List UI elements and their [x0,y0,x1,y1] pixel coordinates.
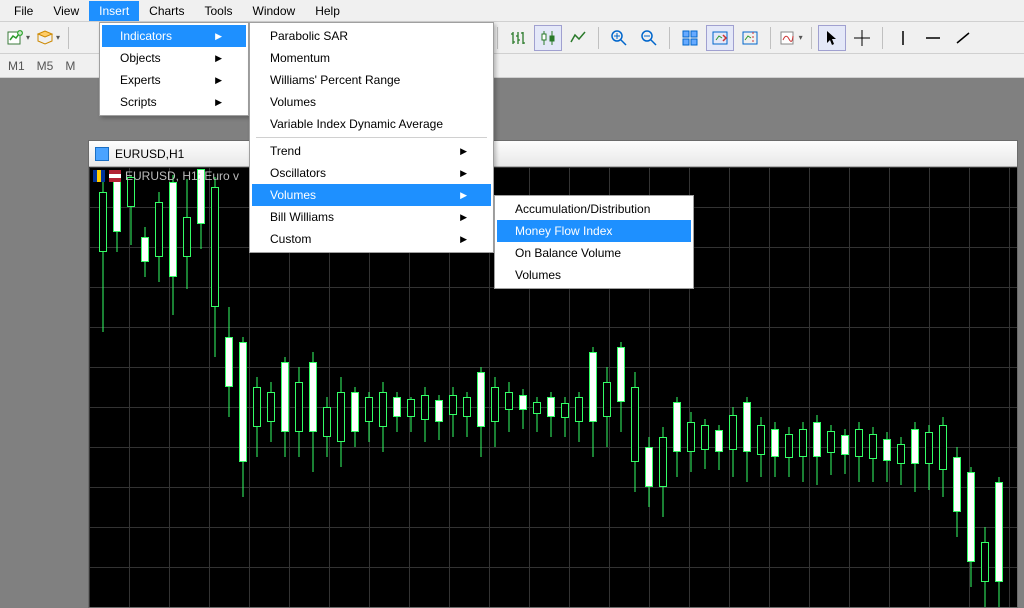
menu-charts[interactable]: Charts [139,1,194,21]
submenu-arrow-icon: ▶ [215,97,222,108]
cursor-button[interactable] [818,25,846,51]
menu-item-scripts[interactable]: Scripts▶ [102,91,246,113]
menu-item-oscillators[interactable]: Oscillators▶ [252,162,491,184]
menu-item-accumulation-distribution[interactable]: Accumulation/Distribution [497,198,691,220]
menu-file[interactable]: File [4,1,43,21]
flag-icon [109,170,121,182]
submenu-arrow-icon: ▶ [460,146,467,157]
menu-item-bill-williams[interactable]: Bill Williams▶ [252,206,491,228]
timeframe-m1[interactable]: M1 [8,59,25,73]
menubar: FileViewInsertChartsToolsWindowHelp [0,0,1024,22]
toolbar-separator [598,27,599,49]
submenu-arrow-icon: ▶ [460,190,467,201]
chart-subtitle-text: EURUSD, H1: Euro v [125,169,239,183]
submenu-arrow-icon: ▶ [215,75,222,86]
toolbar-separator [811,27,812,49]
menu-item-money-flow-index[interactable]: Money Flow Index [497,220,691,242]
toolbar-separator [497,27,498,49]
insert-dropdown: Indicators▶Objects▶Experts▶Scripts▶ [99,22,249,116]
zoom-out-button[interactable] [635,25,663,51]
submenu-arrow-icon: ▶ [460,212,467,223]
bar-chart-button[interactable] [504,25,532,51]
toolbar-separator [770,27,771,49]
timeframe-m[interactable]: M [65,59,75,73]
menu-insert[interactable]: Insert [89,1,139,21]
menu-item-volumes[interactable]: Volumes▶ [252,184,491,206]
chart-shift-button[interactable] [736,25,764,51]
menu-item-experts[interactable]: Experts▶ [102,69,246,91]
volumes-dropdown: Accumulation/DistributionMoney Flow Inde… [494,195,694,289]
flag-icon [93,170,105,182]
toolbar-separator [882,27,883,49]
submenu-arrow-icon: ▶ [215,53,222,64]
menu-item-objects[interactable]: Objects▶ [102,47,246,69]
toolbar-separator [68,27,69,49]
indicators-dropdown: Parabolic SARMomentumWilliams' Percent R… [249,22,494,253]
menu-item-trend[interactable]: Trend▶ [252,140,491,162]
chart-titlebar[interactable]: EURUSD,H1 [89,141,1017,167]
timeframe-m5[interactable]: M5 [37,59,54,73]
menu-item-parabolic-sar[interactable]: Parabolic SAR [252,25,491,47]
menu-item-custom[interactable]: Custom▶ [252,228,491,250]
zoom-in-button[interactable] [605,25,633,51]
horizontal-line-button[interactable] [919,25,947,51]
toolbar-separator [669,27,670,49]
menu-item-on-balance-volume[interactable]: On Balance Volume [497,242,691,264]
tile-windows-button[interactable] [676,25,704,51]
menu-item-volumes[interactable]: Volumes [252,91,491,113]
menu-item-variable-index-dynamic-average[interactable]: Variable Index Dynamic Average [252,113,491,135]
line-chart-button[interactable] [564,25,592,51]
chart-subtitle: EURUSD, H1: Euro v [93,169,239,183]
submenu-arrow-icon: ▶ [460,234,467,245]
submenu-arrow-icon: ▶ [215,31,222,42]
menu-item-volumes[interactable]: Volumes [497,264,691,286]
profiles-button[interactable] [34,25,62,51]
new-chart-button[interactable] [4,25,32,51]
menu-view[interactable]: View [43,1,89,21]
autoscroll-button[interactable] [706,25,734,51]
vertical-line-button[interactable] [889,25,917,51]
menu-item-indicators[interactable]: Indicators▶ [102,25,246,47]
menu-item-momentum[interactable]: Momentum [252,47,491,69]
submenu-arrow-icon: ▶ [460,168,467,179]
indicators-list-button[interactable] [777,25,805,51]
crosshair-button[interactable] [848,25,876,51]
candle-chart-button[interactable] [534,25,562,51]
menu-item-williams-percent-range[interactable]: Williams' Percent Range [252,69,491,91]
trendline-button[interactable] [949,25,977,51]
menu-tools[interactable]: Tools [195,1,243,21]
menu-help[interactable]: Help [305,1,350,21]
chart-title-text: EURUSD,H1 [115,147,184,161]
menu-window[interactable]: Window [243,1,306,21]
chart-icon [95,147,109,161]
